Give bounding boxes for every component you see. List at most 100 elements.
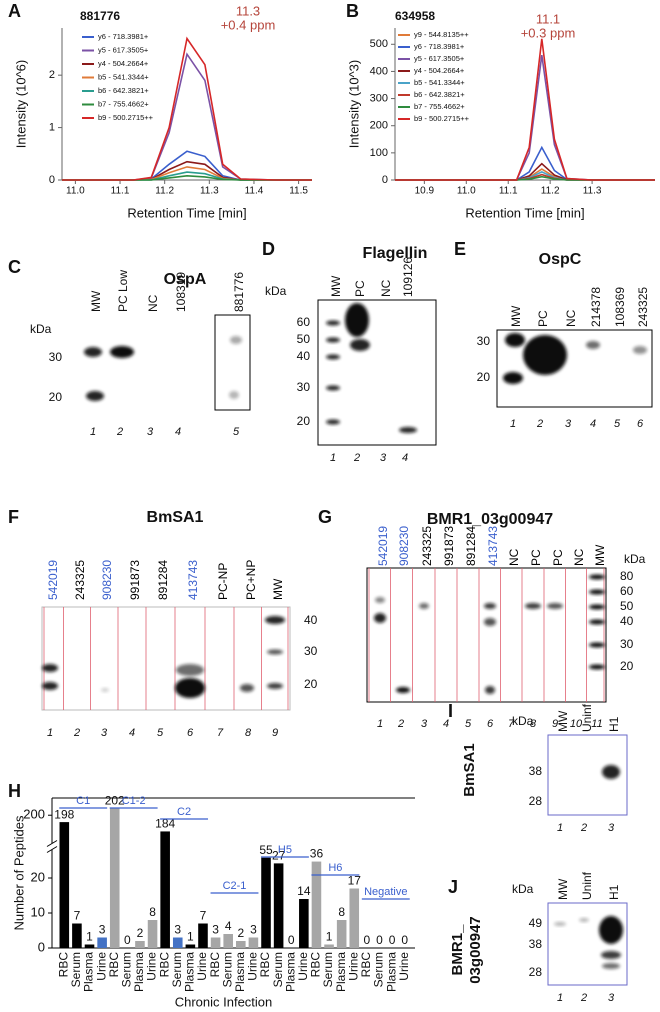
x-tick-label: 11.3: [583, 186, 602, 197]
value-label: 8: [338, 905, 345, 919]
lane-label: PC Low: [116, 270, 130, 312]
lane-label: MW: [556, 878, 570, 900]
lane-number: 2: [73, 727, 80, 739]
panel-letter: H: [8, 781, 21, 801]
bar: [349, 888, 360, 948]
x-tick-label: Plasma: [132, 952, 146, 992]
x-tick-label: RBC: [258, 952, 272, 978]
series-line: [395, 162, 655, 181]
bar: [84, 944, 95, 948]
bar: [210, 937, 221, 948]
lane-label: MW: [271, 578, 285, 600]
x-tick-label: RBC: [208, 952, 222, 978]
lane-number: 2: [580, 822, 587, 834]
y-axis-label: Number of Peptides: [11, 815, 26, 930]
lane-label: NC: [572, 548, 586, 566]
lane-number: 11: [591, 718, 602, 730]
band: [345, 303, 369, 337]
band: [176, 664, 204, 676]
y-tick-label: 2: [49, 69, 55, 81]
x-tick-label: Serum: [220, 952, 234, 987]
bar: [160, 831, 170, 948]
y-tick-label: 300: [370, 92, 388, 104]
side-label: 03g00947: [467, 916, 484, 984]
lane-number: 2: [397, 718, 404, 730]
value-label: 184: [155, 817, 175, 831]
lane-label: PC: [536, 310, 550, 327]
series-line: [62, 166, 312, 181]
lane-label: PC: [353, 280, 367, 297]
band: [396, 687, 410, 693]
lane-label: 891284: [464, 526, 478, 566]
lane-label: MW: [89, 290, 103, 312]
marker-label: 20: [620, 659, 634, 673]
band: [374, 613, 386, 623]
band: [267, 683, 283, 689]
legend-label: b9 - 500.2715++: [414, 114, 470, 123]
lane-number: 2: [116, 426, 123, 438]
bar: [185, 944, 196, 948]
lane-number: 1: [47, 727, 53, 739]
band: [601, 951, 621, 959]
lane-number: 7: [508, 718, 515, 730]
lane-label: 908230: [397, 526, 411, 566]
band: [586, 341, 600, 349]
lane-number: 5: [157, 727, 164, 739]
lane-number: 2: [580, 992, 587, 1004]
bar: [299, 899, 309, 948]
blot-title: BMR1_03g00947: [427, 511, 553, 528]
lane-number: 3: [147, 426, 154, 438]
lane-number: 3: [421, 718, 428, 730]
lane-label: 413743: [186, 560, 200, 600]
band: [484, 603, 496, 609]
lane-label: NC: [507, 548, 521, 566]
lane-label: 891284: [156, 560, 170, 600]
value-label: 2: [237, 926, 244, 940]
marker-label: 20: [49, 390, 63, 404]
marker-label: 40: [620, 614, 634, 628]
value-label: 3: [250, 923, 257, 937]
band: [633, 346, 647, 354]
lane-label: 108319: [174, 272, 188, 312]
lane-label: MW: [556, 710, 570, 732]
side-label: BMR1_: [449, 924, 466, 976]
value-label: 0: [389, 933, 396, 947]
lane-number: 6: [637, 418, 644, 430]
legend-label: y4 - 504.2664+: [414, 66, 465, 75]
lane-number: 3: [565, 418, 572, 430]
value-label: 3: [212, 923, 219, 937]
lane-number: 7: [217, 727, 224, 739]
band: [602, 765, 620, 779]
band: [375, 597, 385, 603]
value-label: 7: [200, 909, 207, 923]
value-label: 1: [187, 930, 194, 944]
band: [589, 589, 605, 595]
lane-number: 1: [557, 822, 563, 834]
value-label: 36: [310, 847, 324, 861]
lane-label: 243325: [420, 526, 434, 566]
lane-label: PC+NP: [244, 560, 258, 600]
lane-number: 5: [233, 426, 240, 438]
axis-break: [46, 840, 58, 847]
blot-title: OspC: [539, 251, 582, 268]
band: [589, 664, 605, 670]
lane-number: 5: [614, 418, 621, 430]
marker-label: 60: [297, 315, 311, 329]
lane-label: Uninf: [580, 703, 594, 732]
unit-label: kDa: [624, 552, 646, 566]
value-label: 7: [74, 909, 81, 923]
y-tick-label: 10: [31, 904, 45, 919]
lane-label: MW: [593, 544, 607, 566]
panel-letter: E: [454, 239, 466, 259]
marker-label: 50: [297, 332, 311, 346]
lane-number: 2: [536, 418, 543, 430]
group-label: C2: [177, 806, 191, 818]
y-tick-label: 1: [49, 121, 55, 133]
bar: [59, 822, 70, 948]
band: [267, 649, 283, 655]
blot-membrane: [41, 606, 291, 711]
bar: [135, 941, 145, 948]
peak-annotation: +0.4 ppm: [221, 17, 276, 32]
legend-label: b6 - 642.3821+: [98, 86, 149, 95]
